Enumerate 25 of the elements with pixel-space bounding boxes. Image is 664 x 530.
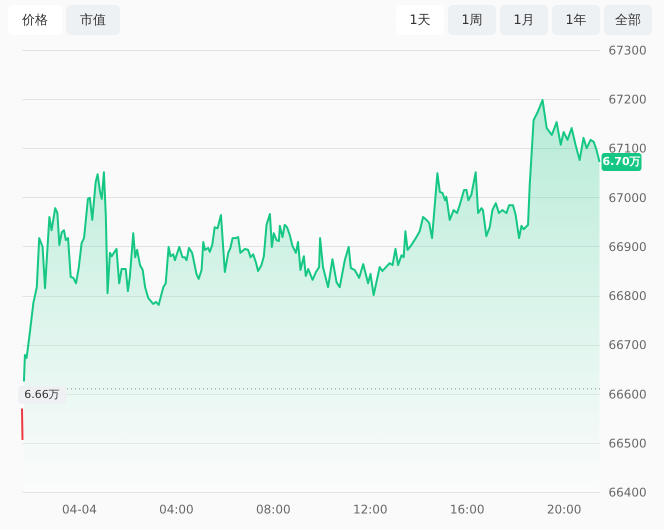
annotation: 6.70万 <box>602 154 641 168</box>
y-tick-label: 67000 <box>608 190 647 205</box>
y-tick-label: 66700 <box>608 338 647 352</box>
x-tick-label: 12:00 <box>352 502 388 516</box>
y-tick-label: 66900 <box>608 240 647 254</box>
text: 1周 <box>461 13 483 28</box>
y-tick-label: 66400 <box>608 486 647 500</box>
x-tick-label: 20:00 <box>546 502 582 516</box>
y-tick-label: 67200 <box>608 92 647 107</box>
y-tick-label: 66600 <box>608 387 647 402</box>
x-tick-label: 04-04 <box>62 502 97 516</box>
y-tick-label: 66800 <box>608 289 647 304</box>
text: 全部 <box>615 13 641 28</box>
text: 市值 <box>80 13 106 28</box>
y-tick-label: 66500 <box>608 436 647 450</box>
text: 价格 <box>21 13 48 28</box>
text: 1月 <box>513 13 535 28</box>
x-tick-label: 08:00 <box>256 502 291 516</box>
text: 1天 <box>409 13 431 28</box>
y-tick-label: 67100 <box>608 142 647 156</box>
ref-line-label: 6.66万 <box>24 388 60 401</box>
text: 1年 <box>565 13 587 28</box>
x-tick-label: 16:00 <box>450 502 485 516</box>
y-tick-label: 67300 <box>608 44 647 58</box>
x-tick-label: 04:00 <box>159 502 194 516</box>
